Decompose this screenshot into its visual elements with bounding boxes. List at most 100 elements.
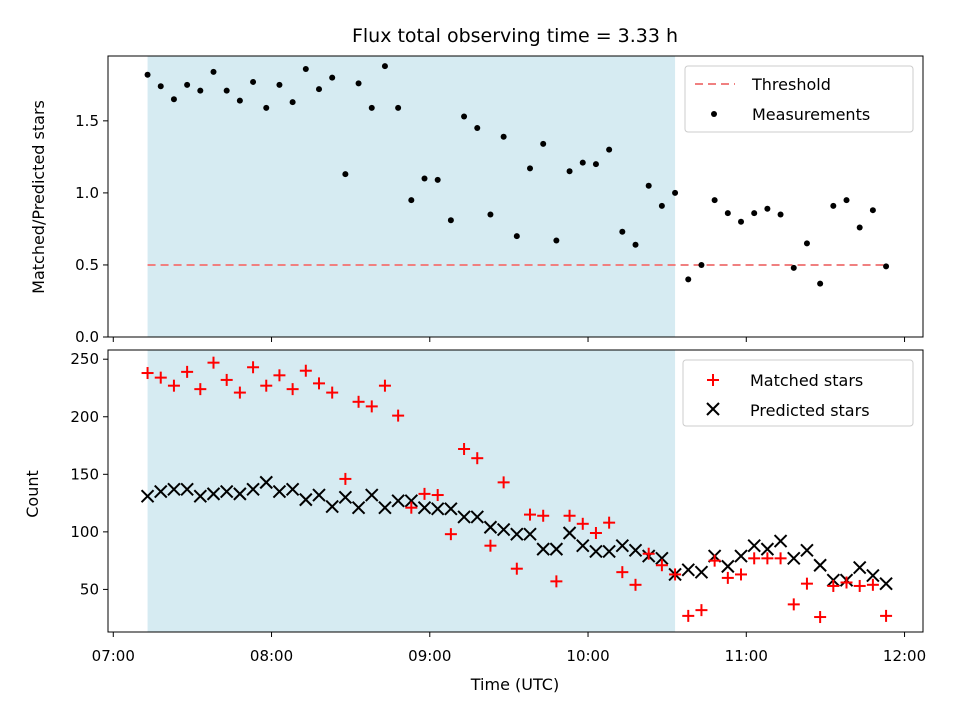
predicted-star-point bbox=[193, 489, 208, 503]
predicted-star-point bbox=[536, 542, 550, 556]
matched-star-point bbox=[167, 379, 180, 392]
predicted-star-point bbox=[272, 484, 287, 499]
ratio-panel-y-ticks: 0.0 0.5 1.0 1.5 bbox=[75, 112, 108, 346]
matched-star-point bbox=[761, 552, 774, 565]
matched-star-point bbox=[840, 576, 853, 589]
x-tick-label: 12:00 bbox=[883, 647, 926, 665]
predicted-star-point bbox=[615, 538, 630, 553]
measurement-point bbox=[527, 165, 534, 172]
measurement-point bbox=[619, 228, 626, 235]
predicted-star-point bbox=[417, 500, 432, 515]
count-panel-y-tick-label: 50 bbox=[80, 580, 99, 598]
x-tick-label: 07:00 bbox=[92, 647, 135, 665]
predicted-star-point bbox=[813, 558, 827, 572]
matched-star-point bbox=[286, 383, 299, 396]
measurement-point bbox=[395, 104, 402, 111]
matched-star-point bbox=[207, 356, 220, 369]
matched-star-point bbox=[827, 579, 840, 592]
predicted-star-point bbox=[444, 502, 458, 516]
measurement-point bbox=[566, 168, 573, 175]
predicted-star-point bbox=[721, 559, 735, 574]
predicted-star-point bbox=[628, 543, 643, 557]
matched-star-point bbox=[273, 369, 286, 382]
count-panel-legend-matched-swatch bbox=[707, 374, 719, 386]
ratio-panel-legend-frame bbox=[684, 65, 914, 133]
measurement-point bbox=[461, 113, 468, 120]
matched-star-point bbox=[853, 579, 866, 592]
measurement-point bbox=[197, 87, 204, 94]
measurement-point bbox=[553, 237, 560, 244]
measurement-point bbox=[434, 176, 441, 183]
count-panel-legend: Matched stars Predicted stars bbox=[682, 359, 914, 427]
count-panel-y-ticks: 50 100 150 200 250 bbox=[70, 350, 108, 598]
ratio-panel-y-label: Matched/Predicted stars bbox=[29, 100, 48, 294]
predicted-star-point bbox=[378, 500, 392, 515]
measurement-point bbox=[342, 171, 349, 178]
predicted-star-point bbox=[655, 551, 669, 566]
measurement-point bbox=[276, 81, 283, 88]
matched-star-point bbox=[247, 361, 260, 374]
measurement-point bbox=[843, 197, 850, 204]
count-panel-y-tick-label: 100 bbox=[70, 523, 99, 541]
predicted-star-point bbox=[180, 482, 194, 496]
measurement-point bbox=[421, 175, 428, 182]
count-panel-y-tick-label: 250 bbox=[70, 350, 99, 368]
predicted-star-point bbox=[219, 484, 234, 499]
ratio-panel-points bbox=[144, 63, 890, 287]
measurement-point bbox=[711, 197, 718, 204]
predicted-star-point bbox=[391, 494, 405, 508]
predicted-star-point bbox=[470, 510, 484, 524]
predicted-star-point bbox=[576, 538, 590, 553]
measurement-point bbox=[144, 71, 151, 78]
ratio-panel-shaded-span bbox=[147, 56, 676, 337]
x-axis-label: Time (UTC) bbox=[470, 675, 559, 694]
matched-star-point bbox=[405, 501, 418, 514]
measurement-point bbox=[316, 86, 323, 93]
predicted-star-point bbox=[167, 482, 181, 496]
matched-star-point bbox=[603, 516, 616, 529]
predicted-star-point bbox=[285, 482, 300, 496]
predicted-star-point bbox=[787, 551, 801, 566]
matched-star-point bbox=[326, 386, 339, 399]
measurement-point bbox=[368, 104, 375, 111]
measurement-point bbox=[869, 207, 876, 214]
predicted-star-point bbox=[404, 494, 419, 508]
matched-star-point bbox=[484, 539, 497, 552]
measurement-point bbox=[685, 276, 692, 283]
ratio-panel-legend-measurement-swatch bbox=[711, 111, 717, 117]
ratio-panel-y-tick-label: 1.0 bbox=[75, 184, 99, 202]
matched-star-point bbox=[708, 554, 721, 567]
predicted-star-point bbox=[259, 475, 273, 490]
measurement-point bbox=[236, 97, 243, 104]
measurement-point bbox=[302, 65, 309, 72]
measurement-point bbox=[883, 263, 890, 270]
matched-star-point bbox=[299, 364, 312, 377]
measurement-point bbox=[329, 74, 336, 81]
measurement-point bbox=[408, 197, 415, 204]
predicted-star-point bbox=[140, 489, 155, 503]
predicted-star-point bbox=[233, 487, 247, 501]
matched-star-point bbox=[378, 379, 391, 392]
matched-star-point bbox=[642, 547, 655, 560]
measurement-point bbox=[777, 211, 784, 218]
predicted-star-point bbox=[365, 488, 379, 502]
matched-star-point bbox=[141, 367, 154, 380]
matched-star-point bbox=[418, 487, 431, 500]
measurement-point bbox=[487, 211, 494, 218]
measurement-point bbox=[447, 217, 454, 224]
count-panel: 50 100 150 200 250 07:00 08:00 09:00 10:00 11:00… bbox=[23, 349, 926, 694]
measurement-point bbox=[764, 205, 771, 212]
matched-star-point bbox=[431, 489, 444, 502]
ratio-panel-y-tick-label: 0.0 bbox=[75, 328, 99, 346]
measurement-point bbox=[184, 81, 191, 88]
measurement-point bbox=[223, 87, 230, 94]
measurement-point bbox=[790, 264, 797, 271]
x-tick-label: 08:00 bbox=[250, 647, 293, 665]
matched-star-point bbox=[510, 562, 523, 575]
measurement-point bbox=[724, 210, 731, 217]
matched-star-point bbox=[458, 442, 471, 455]
measurement-point bbox=[157, 83, 164, 90]
predicted-star-point bbox=[866, 568, 880, 583]
predicted-star-point bbox=[681, 563, 695, 577]
